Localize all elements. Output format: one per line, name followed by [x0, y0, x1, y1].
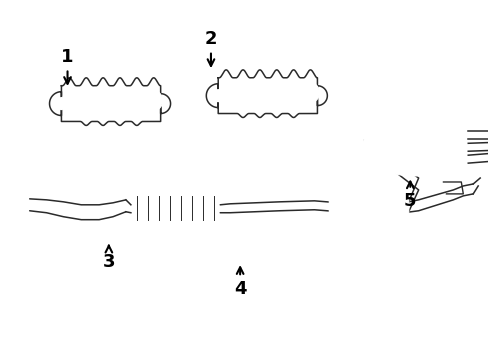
Ellipse shape — [309, 104, 312, 107]
Ellipse shape — [152, 112, 155, 115]
Ellipse shape — [15, 198, 24, 211]
Polygon shape — [206, 70, 327, 117]
Ellipse shape — [251, 83, 269, 103]
Ellipse shape — [292, 104, 295, 107]
Text: 2: 2 — [205, 30, 217, 66]
Ellipse shape — [219, 84, 233, 102]
Text: 1: 1 — [61, 48, 74, 84]
Text: 4: 4 — [234, 267, 246, 298]
Text: 3: 3 — [102, 246, 115, 271]
Ellipse shape — [101, 112, 104, 115]
Ellipse shape — [285, 83, 302, 103]
Text: 5: 5 — [404, 181, 416, 211]
Ellipse shape — [77, 91, 95, 111]
Ellipse shape — [68, 112, 71, 115]
FancyBboxPatch shape — [399, 199, 409, 217]
Ellipse shape — [119, 112, 122, 115]
Ellipse shape — [85, 112, 88, 115]
Ellipse shape — [301, 83, 319, 103]
Ellipse shape — [128, 91, 146, 111]
Ellipse shape — [275, 104, 278, 107]
Ellipse shape — [359, 111, 468, 180]
Ellipse shape — [135, 112, 138, 115]
Polygon shape — [49, 78, 171, 125]
Ellipse shape — [57, 98, 65, 109]
Ellipse shape — [145, 91, 163, 111]
FancyBboxPatch shape — [128, 190, 223, 226]
Ellipse shape — [268, 83, 286, 103]
Ellipse shape — [94, 91, 112, 111]
Ellipse shape — [337, 189, 401, 227]
Ellipse shape — [242, 104, 245, 107]
Ellipse shape — [334, 186, 404, 230]
Ellipse shape — [363, 114, 465, 176]
Ellipse shape — [234, 83, 252, 103]
Ellipse shape — [111, 91, 129, 111]
Ellipse shape — [224, 104, 228, 107]
Ellipse shape — [11, 194, 29, 216]
Ellipse shape — [258, 104, 261, 107]
Ellipse shape — [214, 90, 222, 102]
FancyBboxPatch shape — [329, 199, 339, 217]
Ellipse shape — [62, 92, 76, 109]
